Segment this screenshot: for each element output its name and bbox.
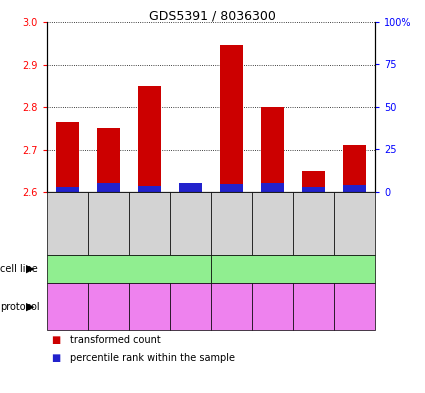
Bar <box>138 186 161 192</box>
Bar <box>302 187 325 192</box>
Bar <box>179 191 202 192</box>
Text: NCI-H2009: NCI-H2009 <box>263 264 323 274</box>
Text: control
shGFP: control shGFP <box>58 301 77 312</box>
Text: ▶: ▶ <box>26 301 34 312</box>
Bar <box>97 183 120 192</box>
Text: cell line: cell line <box>0 264 38 274</box>
Text: ■: ■ <box>51 353 60 363</box>
Text: GSM1214640: GSM1214640 <box>227 198 236 249</box>
Text: control
shGFP: control shGFP <box>222 301 241 312</box>
Text: transformed count: transformed count <box>71 335 161 345</box>
Text: control
shLUC: control shLUC <box>263 301 282 312</box>
Text: shPTK7-
1 (PTK7
knockdo
wn): shPTK7- 1 (PTK7 knockdo wn) <box>302 295 325 318</box>
Bar <box>261 183 284 192</box>
Text: GSM1214636: GSM1214636 <box>63 198 72 249</box>
Bar <box>220 184 243 192</box>
Text: GSM1214638: GSM1214638 <box>145 198 154 249</box>
Text: shPTK7-
1 (PTK7
knockdo
wn): shPTK7- 1 (PTK7 knockdo wn) <box>138 295 161 318</box>
Text: GSM1214641: GSM1214641 <box>268 198 277 249</box>
Bar <box>56 187 79 192</box>
Text: shPTK7-
2 (PTK7
knockdo
wn): shPTK7- 2 (PTK7 knockdo wn) <box>179 295 202 318</box>
Bar <box>138 86 161 192</box>
Bar <box>179 183 202 192</box>
Text: GSM1214642: GSM1214642 <box>309 198 318 249</box>
Text: GSM1214637: GSM1214637 <box>104 198 113 249</box>
Bar <box>343 145 366 192</box>
Text: percentile rank within the sample: percentile rank within the sample <box>71 353 235 363</box>
Text: control
shLUC: control shLUC <box>99 301 118 312</box>
Text: GDS5391 / 8036300: GDS5391 / 8036300 <box>149 10 276 23</box>
Bar <box>220 45 243 192</box>
Bar <box>97 128 120 192</box>
Bar <box>261 107 284 192</box>
Text: shPTK7-
2 (PTK7
knockdo
wn): shPTK7- 2 (PTK7 knockdo wn) <box>343 295 366 318</box>
Text: ■: ■ <box>51 335 60 345</box>
Bar <box>343 185 366 192</box>
Text: GSM1214643: GSM1214643 <box>350 198 359 249</box>
Text: ▶: ▶ <box>26 264 34 274</box>
Text: protocol: protocol <box>0 301 40 312</box>
Text: GSM1214639: GSM1214639 <box>186 198 195 249</box>
Text: NCI-H1299: NCI-H1299 <box>99 264 159 274</box>
Bar <box>56 122 79 192</box>
Bar <box>302 171 325 192</box>
